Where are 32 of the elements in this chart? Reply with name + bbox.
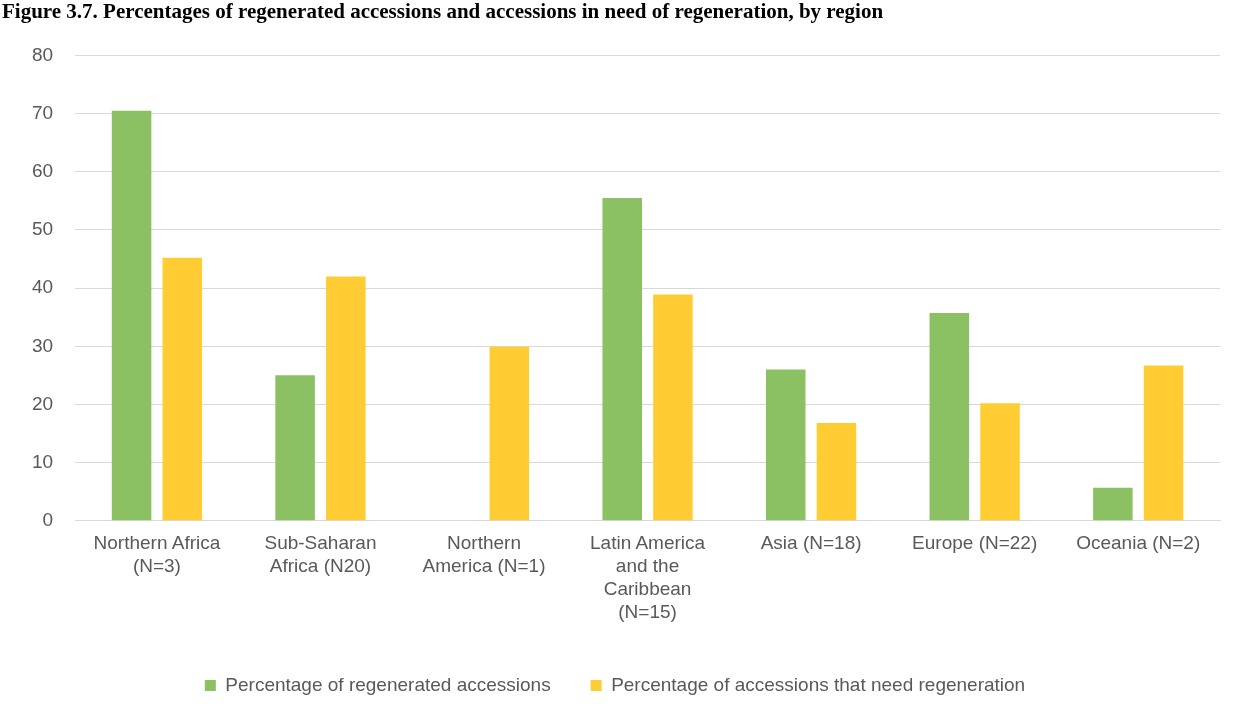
bar xyxy=(929,313,970,521)
x-tick-label: Latin America and the Caribbean (N=15) xyxy=(590,532,706,622)
legend-label: Percentage of accessions that need regeneration xyxy=(611,673,1026,695)
bar xyxy=(816,423,857,521)
bar xyxy=(1143,365,1184,521)
bar xyxy=(326,276,366,521)
bar xyxy=(766,369,806,521)
x-tick-label: Sub-Saharan Africa (N20) xyxy=(264,532,377,577)
y-tick-label: 10 xyxy=(31,450,54,472)
y-tick-label: 30 xyxy=(31,334,54,356)
x-tick-label: Northern America (N=1) xyxy=(422,532,546,577)
x-tick-label: Asia (N=18) xyxy=(760,532,862,554)
y-tick-label: 70 xyxy=(31,101,54,123)
bar xyxy=(653,294,693,521)
bar xyxy=(980,403,1020,521)
y-tick-label: 80 xyxy=(31,43,54,65)
bar xyxy=(162,257,203,521)
legend-label: Percentage of regenerated accessions xyxy=(225,673,551,695)
bar xyxy=(602,197,642,521)
bar xyxy=(111,110,152,521)
y-tick-label: 50 xyxy=(31,218,54,240)
x-tick-label: Oceania (N=2) xyxy=(1076,532,1201,554)
y-tick-label: 40 xyxy=(31,276,54,298)
bar xyxy=(489,346,530,521)
y-tick-label: 60 xyxy=(31,159,54,181)
y-tick-label: 20 xyxy=(31,392,54,414)
chart-title: Figure 3.7. Percentages of regenerated accessions and accessions in need of regeneration, by region xyxy=(1,0,885,23)
x-tick-label: Northern Africa (N=3) xyxy=(93,532,221,577)
y-tick-label: 0 xyxy=(42,509,54,531)
bar xyxy=(275,375,315,521)
bar xyxy=(1093,487,1133,521)
x-tick-label: Europe (N=22) xyxy=(912,532,1038,554)
